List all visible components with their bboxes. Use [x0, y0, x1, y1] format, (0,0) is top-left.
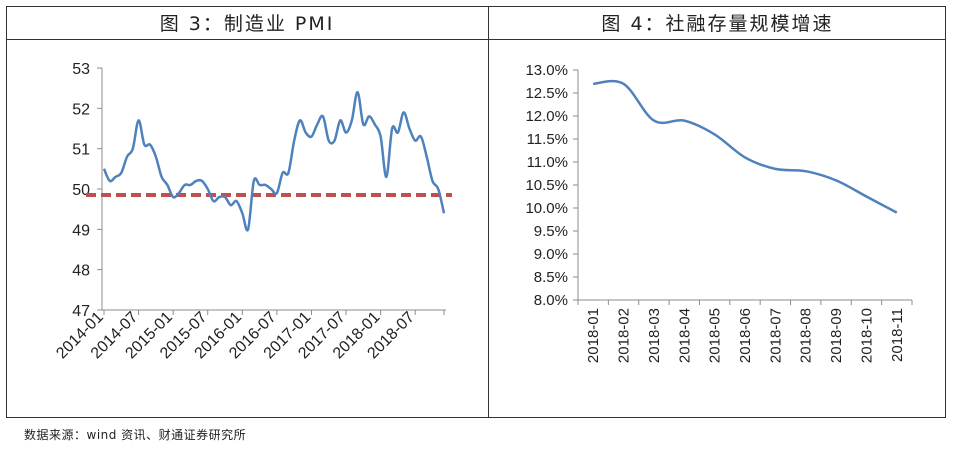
tsf-y-tick-label: 8.5% — [534, 269, 568, 286]
panel-divider — [488, 6, 489, 418]
tsf-y-tick-label: 11.0% — [527, 154, 568, 171]
tsf-x-tick-label: 2018-06 — [737, 308, 754, 363]
pmi-y-tick-label: 50 — [72, 182, 90, 199]
tsf-y-tick-label: 11.5% — [527, 131, 568, 148]
title-row — [6, 6, 946, 40]
tsf-chart: 8.0% 8.5% 9.0% 9.5% 10.0% 10.5% 11.0% 11.5% 12.0… — [525, 62, 913, 363]
pmi-y-tick-label: 48 — [72, 263, 90, 280]
tsf-y-tick-label: 12.0% — [525, 108, 568, 125]
tsf-x-tick-label: 2018-11 — [889, 308, 906, 362]
tsf-y-tick-label: 12.5% — [525, 85, 568, 102]
tsf-y-tick-label: 13.0% — [525, 62, 568, 79]
tsf-x-tick-label: 2018-08 — [798, 308, 815, 363]
tsf-series-line — [593, 79, 898, 214]
pmi-y-tick-label: 49 — [72, 222, 90, 239]
pmi-chart-title: 图 3：制造业 PMI — [159, 13, 335, 35]
tsf-x-tick-label: 2018-09 — [828, 308, 845, 363]
tsf-y-tick-label: 8.0% — [534, 292, 568, 309]
tsf-x-tick-label: 2018-04 — [676, 308, 693, 363]
source-note: 数据来源：wind 资讯、财通证券研究所 — [24, 428, 247, 442]
tsf-x-tick-label: 2018-02 — [616, 308, 633, 363]
tsf-chart-title: 图 4：社融存量规模增速 — [601, 13, 834, 35]
pmi-y-tick-label: 53 — [72, 61, 90, 78]
tsf-x-tick-label: 2018-10 — [858, 308, 875, 363]
tsf-x-tick-label: 2018-05 — [707, 308, 724, 363]
tsf-y-tick-label: 10.5% — [525, 177, 568, 194]
pmi-y-tick-label: 52 — [72, 101, 90, 118]
tsf-y-tick-label: 9.5% — [534, 223, 568, 240]
figure-frame — [6, 6, 946, 418]
tsf-x-tick-label: 2018-01 — [585, 308, 602, 363]
tsf-y-tick-label: 9.0% — [534, 246, 568, 263]
pmi-chart: 474849505152532014-012014-072015-012015-… — [53, 61, 452, 362]
tsf-x-tick-label: 2018-03 — [646, 308, 663, 363]
pmi-series-line — [102, 90, 446, 232]
tsf-y-tick-label: 10.0% — [525, 200, 568, 217]
tsf-x-tick-label: 2018-07 — [767, 308, 784, 363]
pmi-y-tick-label: 47 — [72, 303, 90, 320]
pmi-y-tick-label: 51 — [72, 142, 90, 159]
